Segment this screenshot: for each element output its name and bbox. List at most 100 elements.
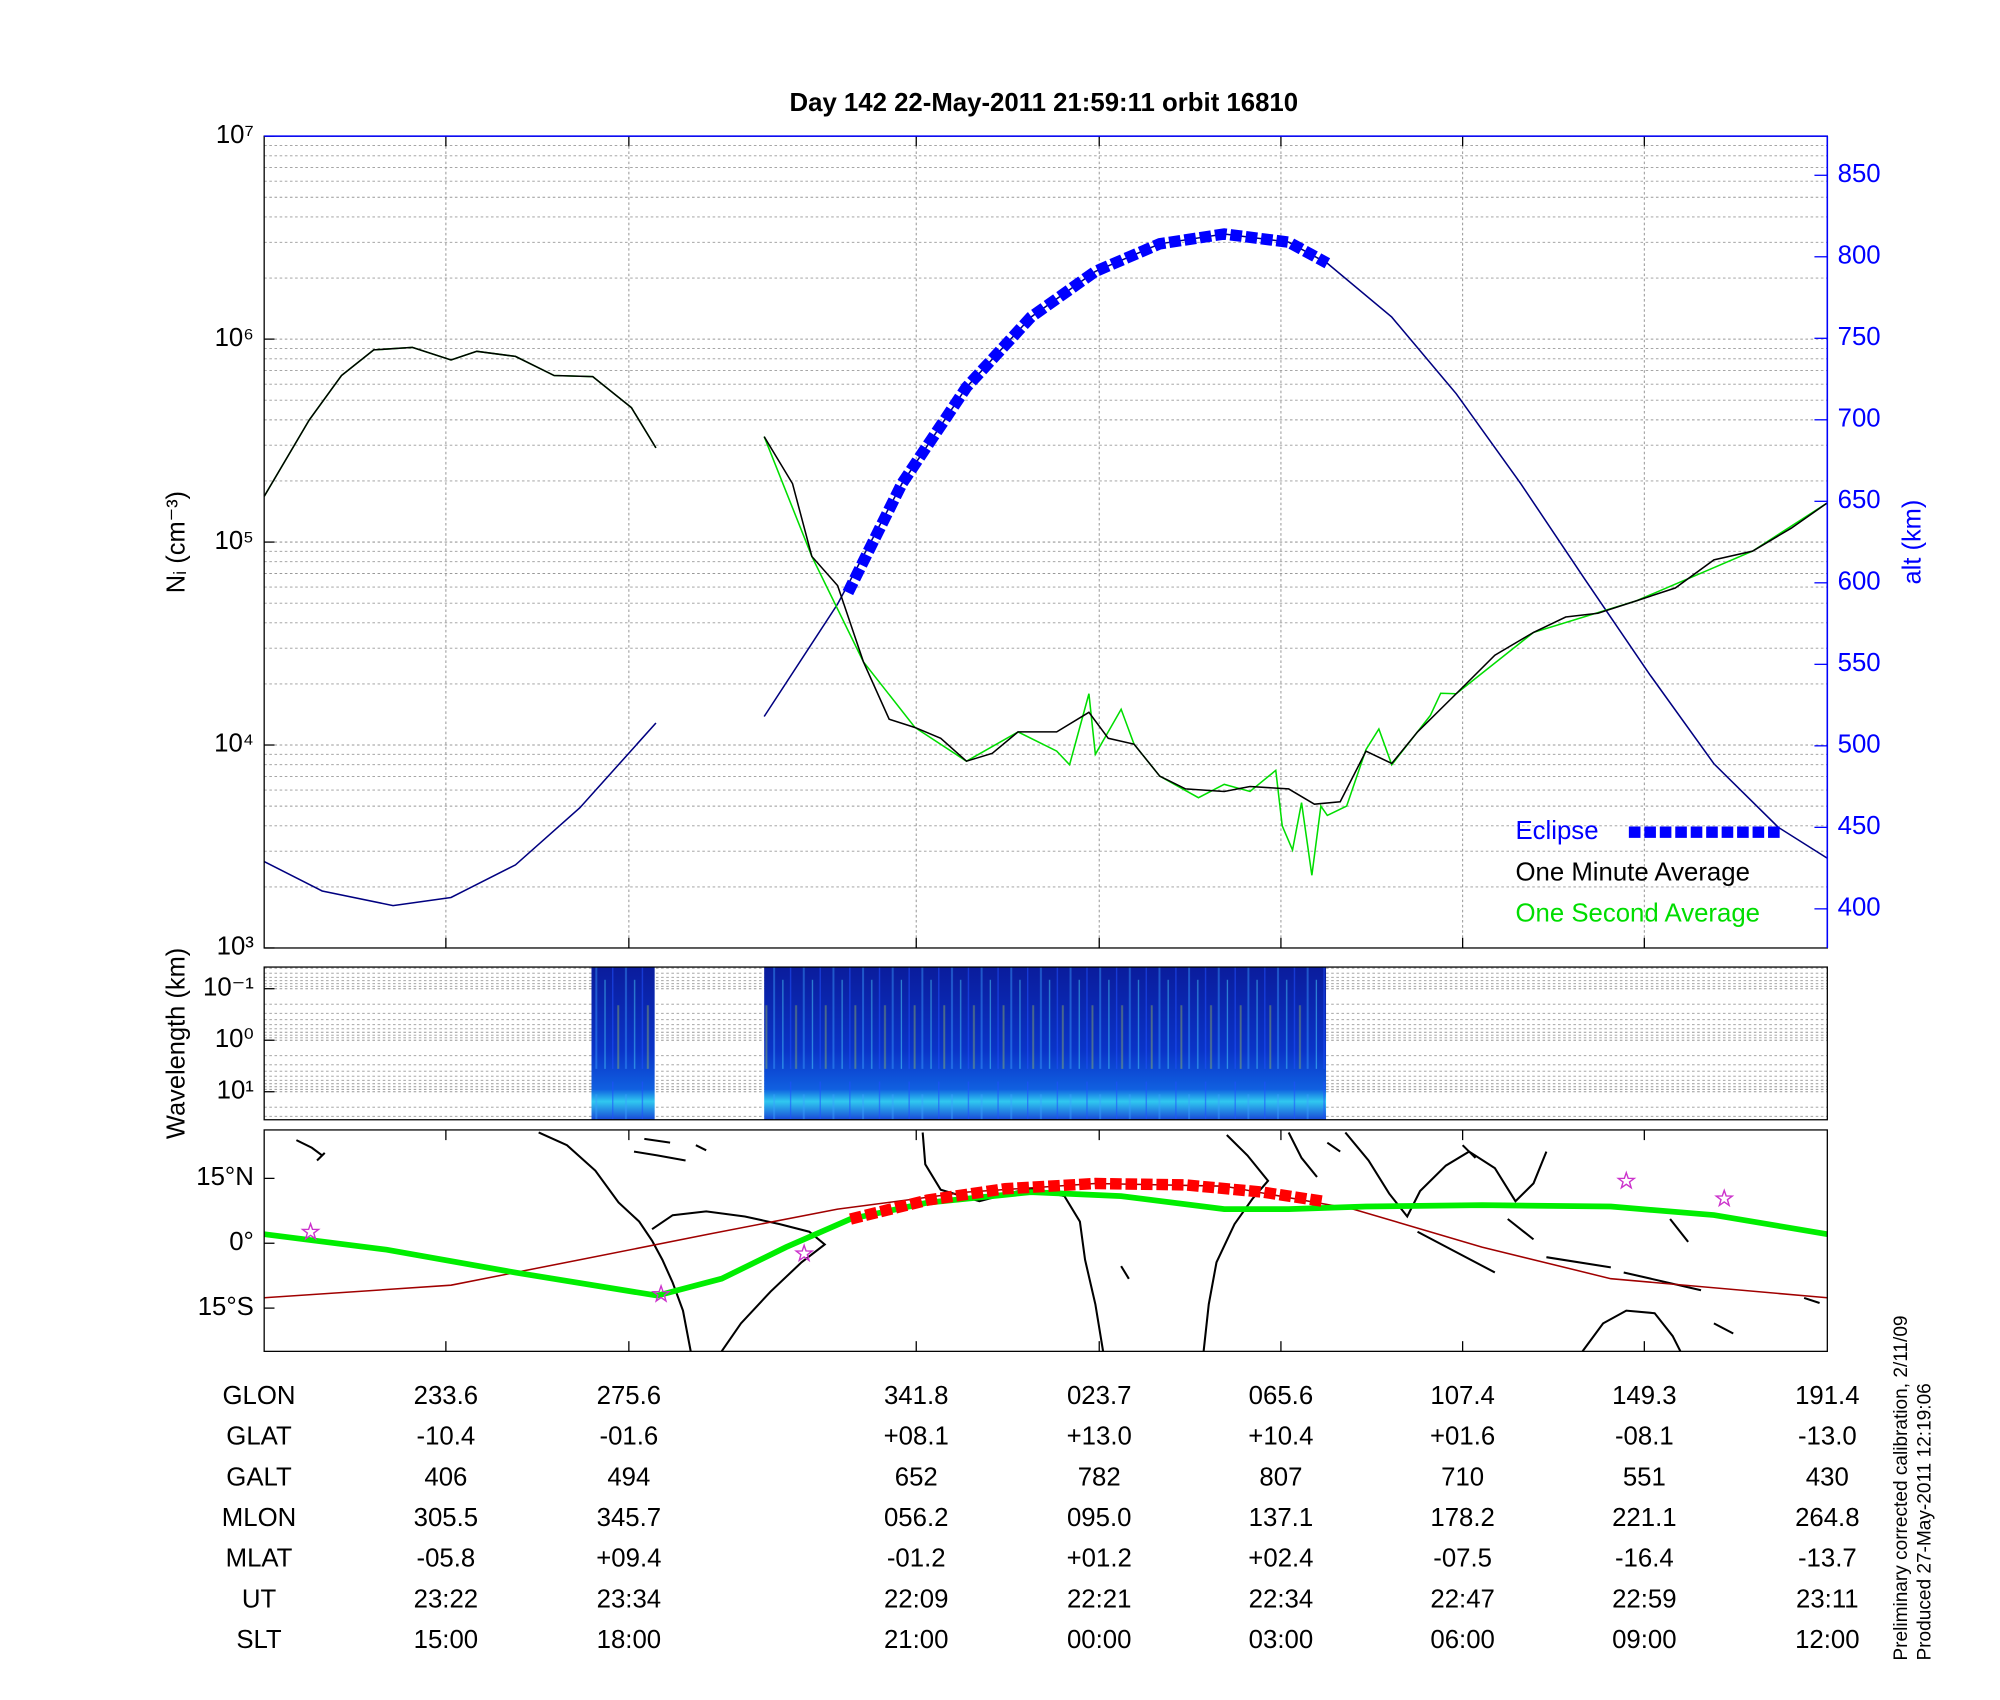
y-tick-label: 10¹ (217, 1077, 254, 1105)
table-cell: 03:00 (1249, 1626, 1313, 1654)
y-tick-label: 15°S (198, 1293, 254, 1321)
table-cell: 341.8 (884, 1382, 948, 1410)
row-label: GLON (223, 1382, 296, 1410)
track-line (263, 1189, 1828, 1299)
table-cell: -13.7 (1798, 1545, 1857, 1573)
table-cell: 23:22 (414, 1586, 478, 1614)
table-cell: -07.5 (1433, 1545, 1492, 1573)
table-cell: 345.7 (597, 1504, 661, 1532)
table-cell: +10.4 (1248, 1423, 1313, 1451)
star-marker (1714, 1188, 1735, 1208)
coastline (1287, 1132, 1341, 1178)
table-cell: 652 (895, 1463, 938, 1491)
y2-tick-label: 400 (1838, 894, 1881, 922)
star-marker (1616, 1170, 1637, 1190)
y-axis-label: Nᵢ (cm⁻³) (163, 491, 191, 593)
y-tick-label: 10⁰ (215, 1025, 254, 1053)
plot-frame (263, 1129, 1828, 1352)
table-cell: 12:00 (1795, 1626, 1859, 1654)
table-cell: -01.6 (599, 1423, 658, 1451)
table-cell: 15:00 (414, 1626, 478, 1654)
star-marker (794, 1243, 815, 1263)
y2-tick-label: 650 (1838, 486, 1881, 514)
table-cell: 06:00 (1430, 1626, 1494, 1654)
table-cell: 23:11 (1796, 1586, 1859, 1614)
table-cell: 18:00 (597, 1626, 661, 1654)
y2-tick-label: 450 (1838, 812, 1881, 840)
coastline (1120, 1144, 1477, 1280)
y-tick-label: 10⁶ (215, 324, 254, 352)
table-cell: 233.6 (414, 1382, 478, 1410)
table-cell: 178.2 (1430, 1504, 1494, 1532)
table-cell: -10.4 (417, 1423, 476, 1451)
y-tick-label: 10⁷ (216, 121, 254, 149)
y-tick-label: 10⁻¹ (203, 974, 254, 1002)
spectrogram-texture (591, 967, 655, 1120)
y2-axis-label: alt (km) (1898, 500, 1926, 585)
table-cell: 191.4 (1795, 1382, 1859, 1410)
legend-label: One Second Average (1515, 900, 1760, 928)
row-label: SLT (236, 1626, 282, 1654)
table-cell: 305.5 (414, 1504, 478, 1532)
table-cell: -13.0 (1798, 1423, 1857, 1451)
coastline (1344, 1131, 1548, 1219)
row-label: GALT (226, 1463, 292, 1491)
footnote: Preliminary corrected calibration, 2/11/… (1891, 1315, 1912, 1660)
y-tick-label: 10⁴ (214, 730, 254, 758)
table-cell: 149.3 (1612, 1382, 1676, 1410)
table-cell: 807 (1259, 1463, 1302, 1491)
table-cell: 264.8 (1795, 1504, 1859, 1532)
star-marker (300, 1221, 321, 1241)
table-cell: -01.2 (887, 1545, 946, 1573)
coastline (651, 1210, 827, 1352)
table-cell: 21:00 (884, 1626, 948, 1654)
y2-tick-label: 700 (1838, 405, 1881, 433)
y-tick-label: 15°N (196, 1163, 254, 1191)
star-marker (651, 1283, 672, 1303)
coastline (1581, 1309, 1682, 1352)
table-cell: 095.0 (1067, 1504, 1131, 1532)
row-label: GLAT (226, 1423, 292, 1451)
y2-tick-label: 750 (1838, 323, 1881, 351)
footnote: Produced 27-May-2011 12:19:06 (1914, 1383, 1935, 1660)
table-cell: +09.4 (596, 1545, 661, 1573)
table-cell: 00:00 (1067, 1626, 1131, 1654)
y-tick-label: 10⁵ (215, 527, 254, 555)
coastline (633, 1137, 707, 1162)
y2-tick-label: 800 (1838, 242, 1881, 270)
table-cell: +01.6 (1430, 1423, 1495, 1451)
table-cell: 22:21 (1067, 1586, 1131, 1614)
table-cell: 023.7 (1067, 1382, 1131, 1410)
table-cell: +01.2 (1067, 1545, 1132, 1573)
y2-tick-label: 850 (1838, 160, 1881, 188)
table-cell: +08.1 (884, 1423, 949, 1451)
table-cell: 065.6 (1249, 1382, 1313, 1410)
y2-tick-label: 550 (1838, 649, 1881, 677)
table-cell: -05.8 (417, 1545, 476, 1573)
table-cell: -08.1 (1615, 1423, 1674, 1451)
table-cell: 221.1 (1612, 1504, 1676, 1532)
y2-tick-label: 500 (1838, 731, 1881, 759)
coastline (538, 1131, 692, 1352)
plot-frame (263, 966, 1828, 1121)
y-axis-label: Wavelength (km) (163, 948, 191, 1139)
chart-title: Day 142 22-May-2011 21:59:11 orbit 16810 (790, 89, 1299, 117)
y-tick-label: 0° (229, 1228, 254, 1256)
table-cell: 22:47 (1430, 1586, 1494, 1614)
spectrogram-texture (764, 967, 1327, 1120)
row-label: UT (242, 1586, 277, 1614)
table-cell: 406 (424, 1463, 467, 1491)
table-cell: 430 (1806, 1463, 1849, 1491)
table-cell: 494 (607, 1463, 650, 1491)
row-label: MLON (222, 1504, 296, 1532)
row-label: MLAT (226, 1545, 293, 1573)
table-cell: 551 (1623, 1463, 1666, 1491)
table-cell: 22:59 (1612, 1586, 1676, 1614)
y2-tick-label: 600 (1838, 568, 1881, 596)
track-line (264, 1182, 1828, 1299)
table-cell: 137.1 (1249, 1504, 1313, 1532)
legend-label: One Minute Average (1515, 858, 1749, 886)
